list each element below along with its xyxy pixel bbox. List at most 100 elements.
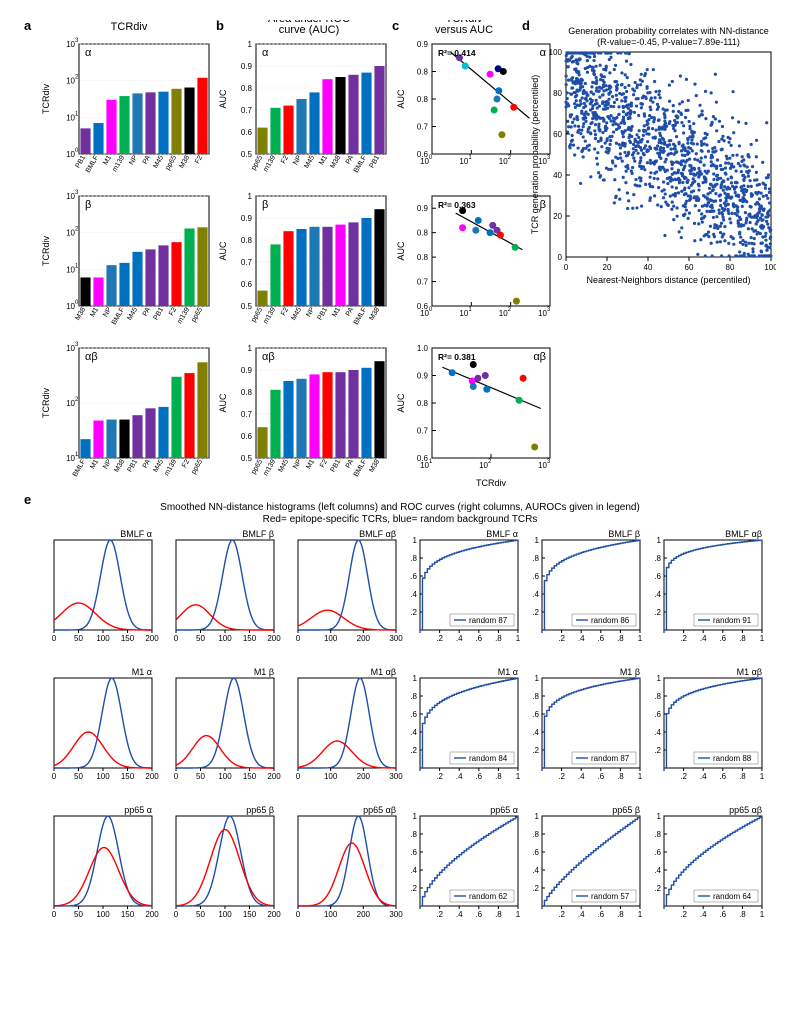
svg-text:2: 2 bbox=[75, 397, 79, 403]
svg-text:0.6: 0.6 bbox=[417, 454, 429, 463]
svg-text:M1 α: M1 α bbox=[498, 667, 518, 677]
svg-text:1: 1 bbox=[760, 772, 765, 781]
svg-text:200: 200 bbox=[267, 772, 281, 781]
svg-text:pp65: pp65 bbox=[164, 154, 178, 171]
svg-text:60: 60 bbox=[685, 263, 694, 272]
svg-text:20: 20 bbox=[553, 212, 562, 221]
svg-text:AUC: AUC bbox=[218, 393, 228, 413]
svg-text:0.9: 0.9 bbox=[241, 366, 253, 375]
svg-text:0: 0 bbox=[296, 634, 301, 643]
svg-text:F2: F2 bbox=[280, 306, 290, 317]
svg-text:0: 0 bbox=[75, 300, 79, 306]
svg-text:.4: .4 bbox=[578, 634, 585, 643]
svg-text:50: 50 bbox=[196, 910, 205, 919]
svg-text:.2: .2 bbox=[532, 608, 539, 617]
svg-text:F2: F2 bbox=[194, 154, 204, 165]
svg-text:M38: M38 bbox=[368, 306, 381, 321]
svg-text:β: β bbox=[85, 199, 91, 211]
svg-text:R²= 0.381: R²= 0.381 bbox=[438, 352, 476, 362]
svg-text:0.7: 0.7 bbox=[417, 278, 429, 287]
svg-text:.6: .6 bbox=[410, 572, 417, 581]
svg-text:(R-value=-0.45, P-value=7.89e-: (R-value=-0.45, P-value=7.89e-111) bbox=[597, 37, 740, 47]
svg-text:0.7: 0.7 bbox=[241, 410, 253, 419]
svg-text:300: 300 bbox=[389, 910, 403, 919]
svg-text:1: 1 bbox=[535, 812, 540, 821]
svg-text:.2: .2 bbox=[558, 772, 565, 781]
svg-text:50: 50 bbox=[74, 634, 83, 643]
svg-text:random 57: random 57 bbox=[591, 892, 630, 901]
svg-text:0: 0 bbox=[296, 910, 301, 919]
svg-text:100: 100 bbox=[324, 910, 338, 919]
svg-text:40: 40 bbox=[644, 263, 653, 272]
svg-text:M1 αβ: M1 αβ bbox=[371, 667, 396, 677]
svg-text:αβ: αβ bbox=[533, 351, 546, 363]
svg-text:Nearest-Neighbors distance (pe: Nearest-Neighbors distance (percentiled) bbox=[586, 275, 750, 285]
svg-text:R²= 0.363: R²= 0.363 bbox=[438, 200, 476, 210]
svg-text:.4: .4 bbox=[456, 772, 463, 781]
svg-text:0.8: 0.8 bbox=[417, 399, 429, 408]
svg-text:PA: PA bbox=[345, 154, 356, 165]
svg-text:0: 0 bbox=[52, 634, 57, 643]
svg-text:0.5: 0.5 bbox=[241, 150, 253, 159]
svg-text:2: 2 bbox=[75, 75, 79, 81]
svg-text:100: 100 bbox=[218, 634, 232, 643]
svg-text:random 62: random 62 bbox=[469, 892, 508, 901]
svg-text:.4: .4 bbox=[700, 772, 707, 781]
svg-text:80: 80 bbox=[726, 263, 735, 272]
svg-text:0.9: 0.9 bbox=[241, 62, 253, 71]
svg-text:1: 1 bbox=[657, 674, 662, 683]
svg-text:.4: .4 bbox=[410, 728, 417, 737]
svg-text:2: 2 bbox=[508, 155, 512, 161]
svg-text:NP: NP bbox=[305, 306, 316, 318]
svg-text:PB1: PB1 bbox=[369, 154, 382, 169]
svg-text:.2: .2 bbox=[654, 608, 661, 617]
svg-text:.6: .6 bbox=[475, 634, 482, 643]
svg-text:.6: .6 bbox=[410, 848, 417, 857]
svg-text:50: 50 bbox=[74, 910, 83, 919]
svg-text:.4: .4 bbox=[532, 590, 539, 599]
svg-text:m139: m139 bbox=[262, 306, 277, 325]
svg-text:.4: .4 bbox=[700, 634, 707, 643]
svg-text:.6: .6 bbox=[719, 634, 726, 643]
svg-text:.2: .2 bbox=[654, 884, 661, 893]
svg-text:1: 1 bbox=[657, 812, 662, 821]
svg-text:1: 1 bbox=[535, 674, 540, 683]
svg-text:.4: .4 bbox=[456, 634, 463, 643]
svg-text:200: 200 bbox=[145, 772, 159, 781]
svg-text:.8: .8 bbox=[617, 772, 624, 781]
svg-text:NP: NP bbox=[292, 154, 303, 166]
svg-text:.6: .6 bbox=[532, 572, 539, 581]
svg-text:F2: F2 bbox=[181, 458, 191, 469]
svg-text:1: 1 bbox=[638, 910, 643, 919]
svg-text:M45: M45 bbox=[152, 458, 165, 473]
svg-text:PB1: PB1 bbox=[153, 306, 166, 321]
svg-text:1: 1 bbox=[468, 307, 472, 313]
svg-text:0.6: 0.6 bbox=[241, 128, 253, 137]
svg-text:150: 150 bbox=[121, 910, 135, 919]
svg-text:1: 1 bbox=[413, 536, 418, 545]
svg-text:0.9: 0.9 bbox=[417, 204, 429, 213]
svg-text:curve (AUC): curve (AUC) bbox=[279, 24, 340, 36]
svg-text:αβ: αβ bbox=[262, 351, 275, 363]
svg-text:40: 40 bbox=[553, 171, 562, 180]
svg-text:pp65 β: pp65 β bbox=[246, 805, 274, 815]
svg-text:PA: PA bbox=[345, 306, 356, 317]
svg-text:1: 1 bbox=[75, 263, 79, 269]
svg-text:M1: M1 bbox=[89, 458, 100, 470]
svg-text:0.7: 0.7 bbox=[417, 427, 429, 436]
svg-text:.8: .8 bbox=[495, 634, 502, 643]
svg-text:80: 80 bbox=[553, 89, 562, 98]
svg-text:AUC: AUC bbox=[218, 241, 228, 261]
svg-text:PA: PA bbox=[142, 458, 153, 469]
svg-text:TCRdiv: TCRdiv bbox=[41, 236, 51, 267]
svg-text:.2: .2 bbox=[436, 772, 443, 781]
svg-text:1: 1 bbox=[516, 634, 521, 643]
svg-text:BMLF: BMLF bbox=[353, 307, 368, 327]
svg-text:.8: .8 bbox=[410, 692, 417, 701]
svg-text:.8: .8 bbox=[654, 554, 661, 563]
svg-text:0.7: 0.7 bbox=[417, 123, 429, 132]
svg-text:Red= epitope-specific TCRs, bl: Red= epitope-specific TCRs, blue= random… bbox=[263, 514, 538, 525]
svg-text:3: 3 bbox=[75, 190, 79, 196]
svg-text:0.9: 0.9 bbox=[417, 40, 429, 49]
svg-text:.4: .4 bbox=[578, 772, 585, 781]
